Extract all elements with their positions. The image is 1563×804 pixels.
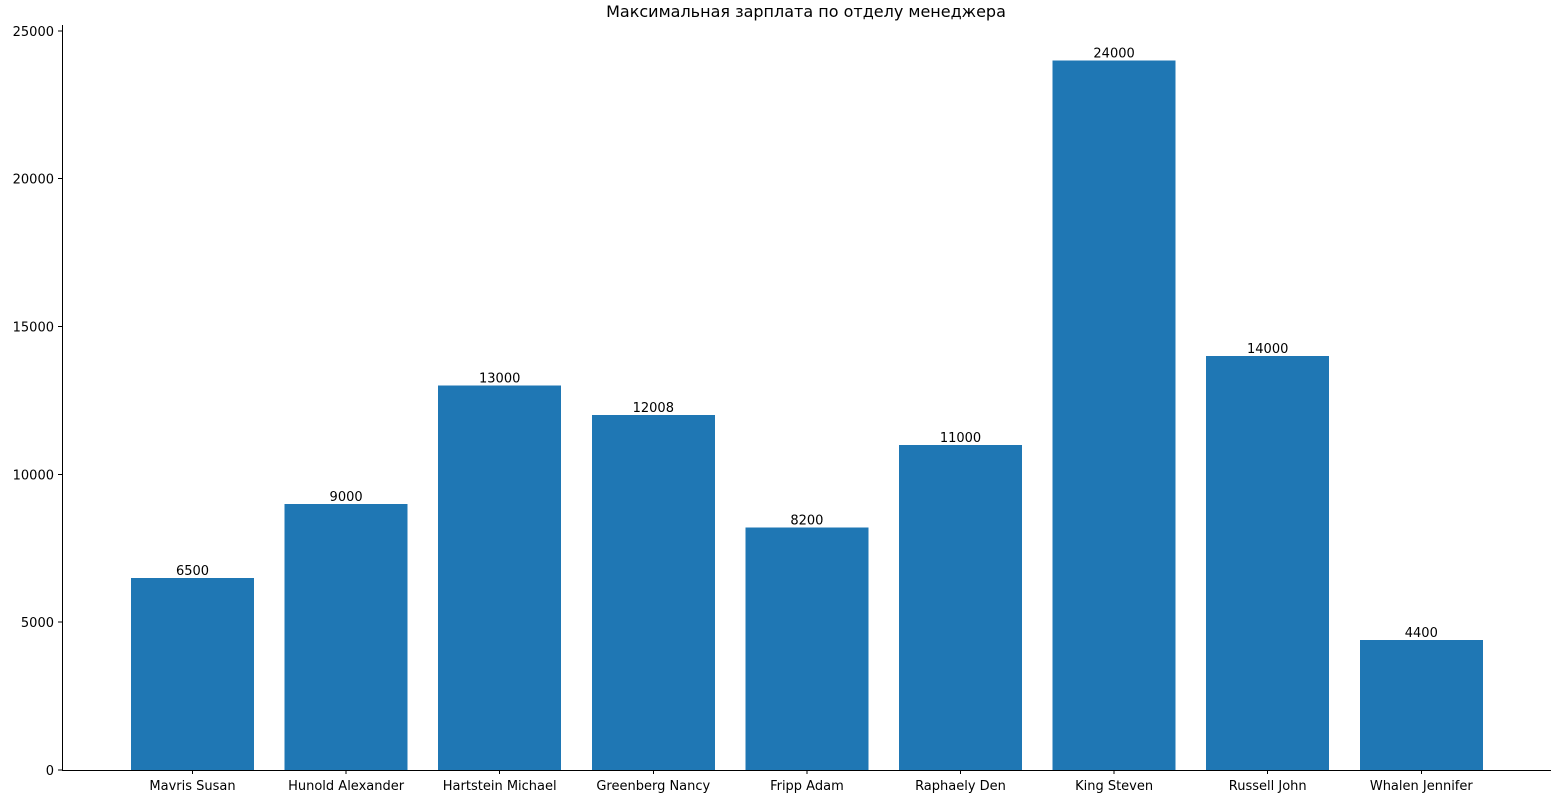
bar	[1359, 639, 1483, 770]
x-tick-label: Fripp Adam	[770, 779, 844, 794]
bar	[1052, 60, 1176, 770]
bar	[745, 527, 869, 770]
bar-value-label: 14000	[1247, 342, 1288, 357]
x-tick-label: Greenberg Nancy	[596, 779, 710, 794]
x-tick-label: Hunold Alexander	[288, 779, 405, 794]
x-tick-label: Russell John	[1229, 779, 1307, 794]
bar-value-label: 6500	[176, 564, 209, 579]
bar	[899, 444, 1022, 770]
y-tick-label: 20000	[13, 173, 54, 188]
bar	[438, 385, 562, 770]
bar-value-label: 13000	[479, 372, 520, 387]
x-tick-label: Raphaely Den	[915, 779, 1006, 794]
x-tick-label: Whalen Jennifer	[1370, 779, 1474, 794]
x-tick-label: Hartstein Michael	[443, 779, 557, 794]
bars-layer	[131, 60, 1483, 770]
y-tick-label: 15000	[13, 321, 54, 336]
y-axis: 0 5000 10000 15000 20000 25000	[13, 25, 63, 779]
bar-value-label: 9000	[330, 490, 363, 505]
bar-value-label: 4400	[1405, 626, 1438, 641]
data-labels-layer: 6500 9000 13000 12008 8200 11000 24000 14000 440…	[176, 47, 1438, 641]
y-tick-label: 10000	[13, 468, 54, 483]
bar-value-label: 11000	[940, 431, 981, 446]
x-tick-label: King Steven	[1075, 779, 1153, 794]
x-axis: Mavris Susan Hunold Alexander Hartstein Mi…	[62, 770, 1551, 794]
bar-value-label: 12008	[633, 401, 674, 416]
bar	[591, 415, 715, 770]
bar	[284, 503, 408, 770]
bar	[131, 577, 254, 770]
chart-title: Максимальная зарплата по отделу менеджер…	[606, 2, 1006, 21]
y-tick-label: 0	[46, 764, 54, 779]
bar	[1206, 356, 1330, 770]
x-tick-label: Mavris Susan	[149, 779, 235, 794]
bar-value-label: 8200	[790, 514, 823, 529]
y-tick-label: 25000	[13, 25, 54, 40]
bar-value-label: 24000	[1093, 47, 1134, 62]
y-tick-label: 5000	[21, 616, 54, 631]
